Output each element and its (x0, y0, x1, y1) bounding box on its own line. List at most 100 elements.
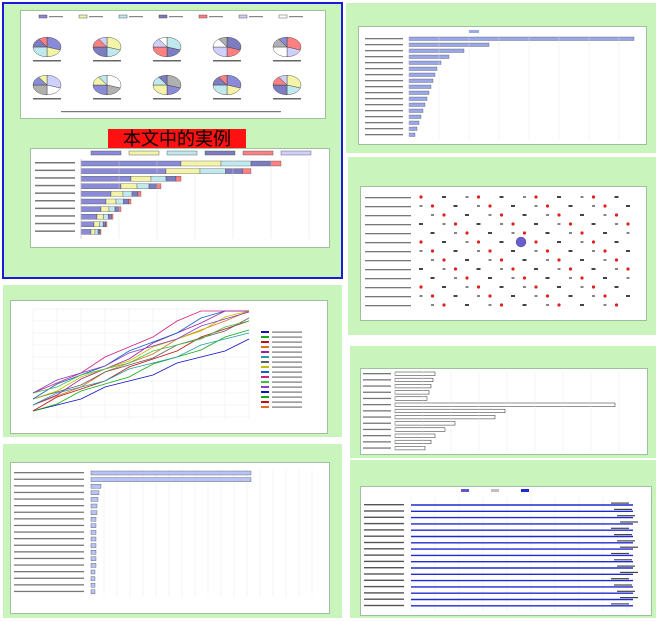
legend-swatch (491, 489, 499, 492)
dot-matrix-chart (360, 186, 647, 321)
row-label (365, 86, 403, 88)
legend-swatch (38, 14, 48, 19)
percent-bar (90, 543, 97, 548)
matrix-value (546, 214, 549, 216)
stack-segment (150, 176, 167, 182)
legend-swatch (261, 351, 269, 353)
row-label (364, 585, 404, 588)
series-line (32, 310, 250, 400)
dot-matrix-svg (365, 195, 630, 307)
row-label (364, 560, 404, 563)
matrix-value (511, 205, 515, 207)
series-line (32, 310, 249, 406)
matrix-dot (442, 258, 446, 262)
matrix-dot (476, 240, 481, 244)
matrix-dot (442, 213, 446, 217)
matrix-dot (430, 204, 435, 208)
stack-segment (136, 183, 150, 189)
legend-swatch (278, 14, 288, 19)
stack-segment (97, 229, 101, 235)
row-label (35, 177, 75, 179)
matrix-value (442, 196, 446, 198)
row-label (364, 535, 404, 537)
matrix-dot (614, 258, 619, 262)
pie-slice (92, 46, 108, 58)
pie-slice (46, 74, 62, 89)
legend-swatch (261, 381, 269, 383)
matrix-value (568, 295, 573, 297)
matrix-value (614, 241, 619, 243)
pie-caption (153, 98, 181, 100)
row-label (363, 385, 391, 387)
matrix-value (419, 268, 423, 270)
row-label (14, 557, 84, 560)
matrix-value (569, 232, 572, 234)
selection-frame[interactable] (2, 2, 343, 279)
row-label (364, 573, 404, 575)
overlay-label: 本文中的実例 (108, 129, 246, 151)
pie-slice (32, 46, 48, 58)
stack-legend (166, 150, 198, 156)
matrix-value (614, 196, 619, 198)
legend-swatch (261, 356, 269, 358)
legend-swatch (261, 331, 269, 333)
matrix-value (453, 250, 458, 252)
row-label (35, 184, 75, 187)
row-label (35, 222, 75, 225)
legend-swatch (261, 396, 269, 398)
matrix-value (465, 196, 469, 198)
matrix-value (557, 196, 561, 198)
matrix-value (488, 304, 492, 306)
row-label (363, 410, 391, 412)
matrix-value (419, 295, 423, 297)
matrix-value (522, 304, 527, 306)
row-label (365, 224, 411, 226)
matrix-value (603, 304, 607, 306)
matrix-value (580, 259, 584, 261)
horizontal-bar-svg (363, 371, 620, 451)
matrix-dot (430, 249, 435, 253)
rank-bar (408, 36, 635, 41)
series-line (32, 310, 250, 406)
stack-segment (220, 160, 252, 167)
matrix-value (546, 259, 549, 261)
stack-segment (102, 221, 106, 227)
matrix-value (477, 295, 480, 297)
legend-text (169, 16, 183, 18)
matrix-dot (626, 267, 630, 271)
matrix-value (592, 205, 595, 207)
percent-bar (90, 477, 252, 482)
pie-caption (33, 98, 61, 100)
row-label (14, 511, 84, 513)
legend-text (272, 351, 302, 353)
matrix-value (580, 304, 584, 306)
matrix-value (569, 277, 572, 279)
matrix-value (580, 241, 584, 243)
matrix-value (557, 241, 561, 243)
percent-bar (90, 517, 97, 522)
row-label (363, 422, 391, 424)
matrix-value (626, 232, 630, 234)
pie-slice (218, 74, 228, 86)
row-label (365, 50, 403, 52)
row-label (365, 92, 403, 94)
matrix-dot (603, 294, 607, 298)
matrix-value (626, 295, 630, 297)
row-label (363, 373, 391, 375)
rank-bar (408, 108, 424, 113)
stack-segment (90, 229, 96, 235)
row-label (14, 524, 84, 527)
horizontal-bar-chart (360, 368, 648, 455)
series-line (32, 320, 250, 394)
matrix-dot (419, 240, 423, 244)
hbar (394, 408, 506, 413)
matrix-value (500, 268, 503, 270)
matrix-value (442, 241, 446, 243)
row-label (365, 128, 403, 130)
matrix-value (545, 232, 550, 234)
pie-caption (213, 60, 241, 62)
row-label (365, 242, 411, 244)
hbar (394, 446, 426, 451)
series-line (32, 329, 250, 412)
matrix-value (488, 232, 492, 234)
